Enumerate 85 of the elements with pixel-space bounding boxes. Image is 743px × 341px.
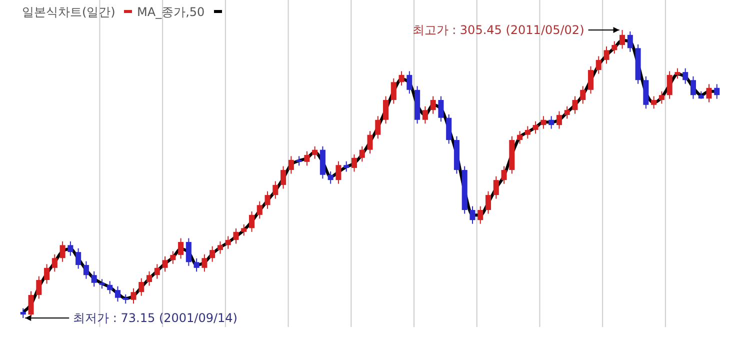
candlestick [398,70,404,86]
candlestick [627,30,633,52]
candlestick [714,84,720,100]
candlestick [406,70,412,94]
candlestick [651,96,657,110]
candlestick [138,278,144,296]
candlestick [162,256,168,272]
candlestick [517,130,523,144]
candlestick [620,30,626,50]
candlestick [446,114,452,144]
candlestick [604,46,610,64]
candlestick [478,206,484,224]
candlestick [367,130,373,154]
candlestick [20,308,26,318]
candlestick [130,288,136,304]
candlestick [280,166,286,190]
candlestick [344,160,350,172]
candlestick [580,86,586,104]
candlestick [351,154,357,172]
candlestick [674,68,680,80]
candlestick [248,210,255,232]
candlestick [154,264,160,280]
candlestick [658,90,664,104]
candlestick [682,68,688,84]
candlestick [146,270,152,286]
candlestick [217,240,223,254]
candlestick [256,200,262,220]
candlestick [564,106,570,120]
candlestick [202,254,208,272]
candlestick [336,160,342,184]
candlestick [666,70,672,100]
candlestick [178,238,184,260]
candlestick [91,270,97,288]
candlestick [430,96,436,114]
candlestick [186,238,192,266]
candlestick [272,180,278,200]
candlestick [422,106,428,124]
candlestick [438,96,444,122]
candlestick [548,116,554,130]
candlestick [312,146,318,160]
candlestick [493,176,499,200]
candlestick [225,236,231,250]
candlestick [60,240,66,262]
candlestick [596,56,602,74]
candlestick [304,150,310,166]
candlestick [556,110,562,130]
candlestick [375,116,381,140]
candlestick [390,78,396,104]
annotation: 최저가 : 73.15 (2001/09/14) [73,311,238,325]
candlestick [122,294,128,304]
candlestick [83,260,89,280]
candlestick [99,278,105,290]
candlestick [524,126,530,140]
legend-label: MA_종가,50 [137,5,205,19]
candlestick [359,146,365,162]
candlestick [485,190,492,214]
candlestick [532,120,538,134]
candlestick [288,156,294,174]
candlestick [210,246,216,262]
candlestick [36,276,42,300]
candlestick [588,66,594,94]
candlestick [328,170,334,184]
candlestick [470,206,476,224]
annotation: 최고가 : 305.45 (2011/05/02) [412,23,584,37]
candlestick [76,248,82,270]
candlestick [690,76,696,100]
candlestick [296,156,302,166]
candlestick [540,116,546,130]
candlestick [44,264,50,284]
candlestick [501,166,507,184]
candlestick [706,84,712,103]
candlestick [28,290,34,318]
candlestick [241,224,247,236]
candlestick [68,240,74,256]
candlestick [107,280,113,294]
candlestick [264,190,270,210]
candlestick [383,96,389,124]
candlestick [572,96,578,114]
candlestick [170,250,176,264]
candlestick [114,286,120,302]
candlestick [233,228,239,244]
legend-label: 일본식차트(일간) [22,5,116,19]
candlestick [52,254,58,272]
candlestick [194,258,200,272]
candlestick [612,40,618,54]
